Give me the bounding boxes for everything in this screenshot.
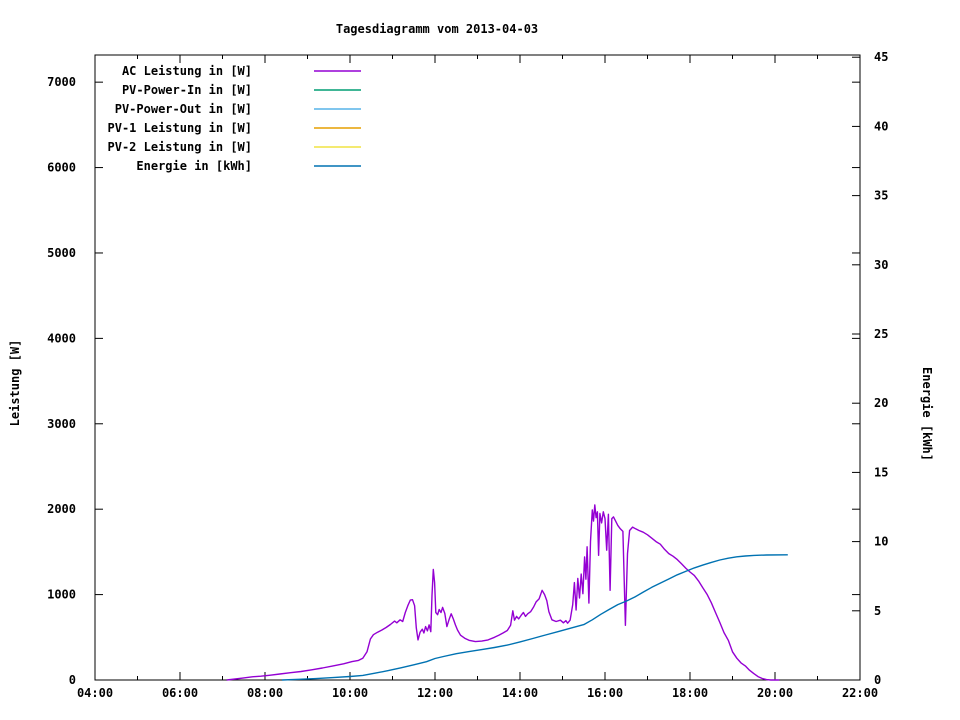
x-tick-label: 06:00 — [162, 686, 198, 700]
x-tick-label: 12:00 — [417, 686, 453, 700]
y-left-tick-label: 4000 — [47, 331, 76, 345]
legend-label: PV-Power-Out in [W] — [115, 102, 252, 116]
x-tick-label: 10:00 — [332, 686, 368, 700]
y-left-axis-ticks: 0 1000 2000 3000 4000 5000 6000 7000 — [47, 75, 860, 687]
y-left-tick-label: 2000 — [47, 502, 76, 516]
series-lines — [226, 504, 788, 681]
y-left-tick-label: 1000 — [47, 588, 76, 602]
y-left-tick-label: 7000 — [47, 75, 76, 89]
x-tick-label: 08:00 — [247, 686, 283, 700]
legend-label: AC Leistung in [W] — [122, 64, 252, 78]
x-axis-ticks: 04:00 06:00 08:00 10:00 12:00 14:00 16:00 18:00… — [77, 55, 878, 700]
series-line-0 — [226, 504, 780, 681]
x-tick-label: 22:00 — [842, 686, 878, 700]
x-tick-label: 18:00 — [672, 686, 708, 700]
y-right-tick-label: 15 — [874, 465, 888, 479]
y-right-tick-label: 0 — [874, 673, 881, 687]
x-tick-label: 14:00 — [502, 686, 538, 700]
y-right-tick-label: 35 — [874, 189, 888, 203]
y-right-tick-label: 25 — [874, 327, 888, 341]
y-right-tick-label: 40 — [874, 119, 888, 133]
chart-title: Tagesdiagramm vom 2013-04-03 — [335, 22, 539, 36]
y-right-tick-label: 5 — [874, 604, 881, 618]
y-left-tick-label: 6000 — [47, 161, 76, 175]
y-right-axis-ticks: 0 5 10 15 20 25 30 35 40 45 — [852, 50, 888, 687]
legend-label: Energie in [kWh] — [136, 159, 252, 173]
y-right-tick-label: 30 — [874, 258, 888, 272]
y-left-tick-label: 3000 — [47, 417, 76, 431]
x-tick-label: 20:00 — [757, 686, 793, 700]
legend-label: PV-1 Leistung in [W] — [108, 121, 253, 135]
series-line-5 — [281, 554, 788, 681]
x-tick-label: 16:00 — [587, 686, 623, 700]
legend: AC Leistung in [W] PV-Power-In in [W] PV-P… — [108, 64, 361, 173]
y-left-tick-label: 0 — [69, 673, 76, 687]
y-right-tick-label: 45 — [874, 50, 888, 64]
y-left-tick-label: 5000 — [47, 246, 76, 260]
legend-label: PV-2 Leistung in [W] — [108, 140, 253, 154]
y-right-tick-label: 10 — [874, 535, 888, 549]
legend-label: PV-Power-In in [W] — [122, 83, 252, 97]
y-right-tick-label: 20 — [874, 396, 888, 410]
x-tick-label: 04:00 — [77, 686, 113, 700]
